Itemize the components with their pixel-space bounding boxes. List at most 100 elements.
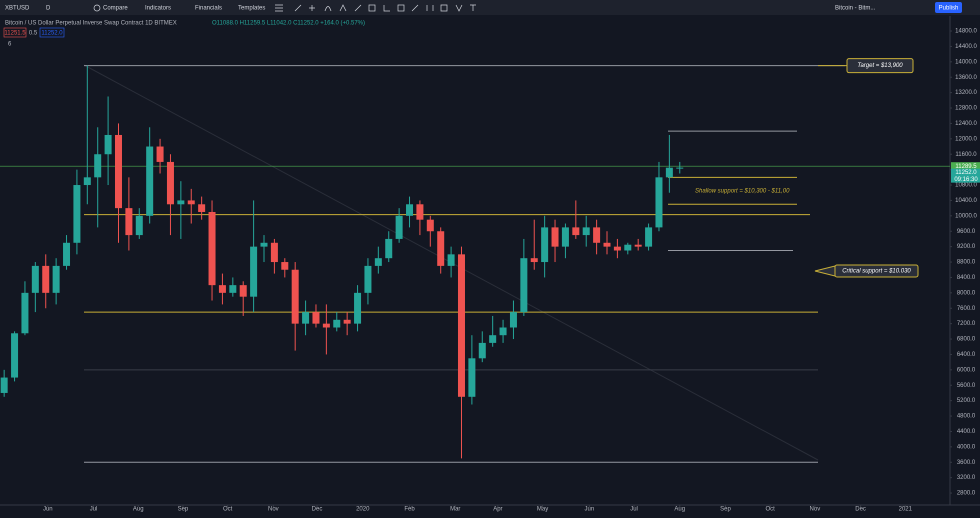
candle-body: [634, 244, 642, 247]
candle-body: [489, 335, 497, 343]
candle-body: [135, 215, 143, 236]
candle-body: [655, 177, 663, 228]
x-tick-label: Sep: [720, 507, 731, 513]
candle-body: [416, 204, 424, 220]
x-tick-label: 2020: [356, 507, 370, 513]
interval[interactable]: D: [46, 6, 51, 12]
candle-body: [312, 312, 320, 324]
y-tick-label: 14800.0: [955, 29, 977, 35]
candle-body: [603, 242, 611, 247]
y-tick-label: 4000.0: [957, 444, 976, 450]
candle-body: [229, 285, 237, 293]
toolbar-bg: [0, 0, 980, 15]
candle-body: [52, 265, 60, 293]
candle-body: [114, 134, 122, 209]
x-tick-label: Jun: [584, 507, 594, 513]
compare-button[interactable]: Compare: [103, 6, 128, 12]
compare-icon: [93, 4, 101, 12]
candle-body: [530, 258, 538, 263]
indicator-count[interactable]: 6: [8, 42, 12, 48]
candle-body: [437, 231, 445, 266]
candle-body: [676, 167, 684, 169]
last-close-label: 11252.0: [955, 170, 977, 176]
y-tick-label: 7200.0: [957, 321, 976, 327]
legend-title: Bitcoin / US Dollar Perpetual Inverse Sw…: [5, 21, 177, 27]
candle-body: [198, 204, 206, 212]
x-tick-label: Nov: [810, 507, 821, 513]
drawing-tools[interactable]: [275, 4, 476, 12]
candle-body: [551, 227, 559, 247]
candle-body: [94, 154, 102, 178]
candle-body: [572, 227, 580, 236]
x-tick-label: Jun: [43, 507, 53, 513]
candle-body: [125, 208, 133, 236]
x-tick-label: Jul: [90, 507, 98, 513]
candle-body: [281, 262, 289, 270]
candle-body: [447, 254, 455, 266]
candle-body: [333, 319, 341, 328]
financials-button[interactable]: Financials: [195, 6, 222, 12]
candle-body: [31, 265, 39, 293]
candle-body: [593, 227, 601, 243]
candle-body: [270, 242, 278, 263]
layout-name[interactable]: Bitcoin - Bitm...: [835, 6, 876, 12]
candle-body: [0, 377, 8, 393]
y-tick-label: 2800.0: [957, 491, 976, 497]
candle-body: [73, 185, 81, 243]
ask: 11252.0: [41, 31, 63, 37]
candle-body: [11, 333, 19, 378]
candle-body: [291, 269, 299, 324]
toolbar: XBTUSD D Compare Indicators Financials T…: [0, 0, 980, 15]
candle-body: [582, 227, 590, 236]
x-tick-label: Oct: [223, 507, 233, 513]
candle-body: [395, 215, 403, 239]
x-tick-label: Aug: [133, 507, 144, 513]
candle-body: [343, 319, 351, 324]
y-tick-label: 3200.0: [957, 475, 976, 481]
candle-body: [208, 211, 216, 286]
candle-body: [104, 134, 112, 155]
bid: 11251.5: [4, 31, 26, 37]
x-tick-label: Sep: [178, 507, 189, 513]
y-tick-label: 8000.0: [957, 290, 976, 296]
publish-button[interactable]: [935, 2, 962, 13]
candle-body: [302, 312, 310, 324]
candle-body: [260, 242, 268, 247]
candle-body: [239, 285, 247, 297]
candle-body: [166, 161, 174, 205]
candle-body: [468, 358, 476, 397]
candle-body: [478, 342, 486, 359]
candle-body: [499, 327, 507, 336]
callout-text: Target = $13,900: [857, 63, 903, 69]
y-tick-label: 12000.0: [955, 136, 977, 142]
legend-ohlc: O11088.0 H11259.5 L11042.0 C11252.0 +164…: [212, 21, 365, 27]
candle-body: [21, 292, 29, 334]
candle-body: [177, 200, 185, 205]
candle-body: [457, 254, 465, 397]
y-tick-label: 6400.0: [957, 352, 976, 358]
candle-body: [146, 146, 154, 216]
candle-body: [624, 244, 632, 251]
x-tick-label: Apr: [493, 507, 502, 513]
callout-box: [834, 264, 919, 278]
y-tick-label: 6000.0: [957, 367, 976, 373]
y-tick-label: 8400.0: [957, 275, 976, 281]
y-tick-label: 14400.0: [955, 44, 977, 50]
templates-button[interactable]: Templates: [238, 6, 265, 12]
y-tick-label: 5600.0: [957, 383, 976, 389]
candle-body: [613, 246, 621, 251]
y-tick-label: 4800.0: [957, 414, 976, 420]
publish-label: Publish: [939, 6, 959, 12]
last-close-tag: [951, 168, 980, 183]
candle-body: [364, 265, 372, 293]
callout-box: [846, 58, 914, 74]
candle-body: [426, 219, 434, 232]
last-price-label: 11289.5: [955, 164, 977, 170]
candle-body: [509, 312, 517, 328]
symbol[interactable]: XBTUSD: [5, 6, 30, 12]
indicators-button[interactable]: Indicators: [145, 6, 171, 12]
candle-body: [665, 167, 673, 178]
x-tick-label: Dec: [312, 507, 323, 513]
